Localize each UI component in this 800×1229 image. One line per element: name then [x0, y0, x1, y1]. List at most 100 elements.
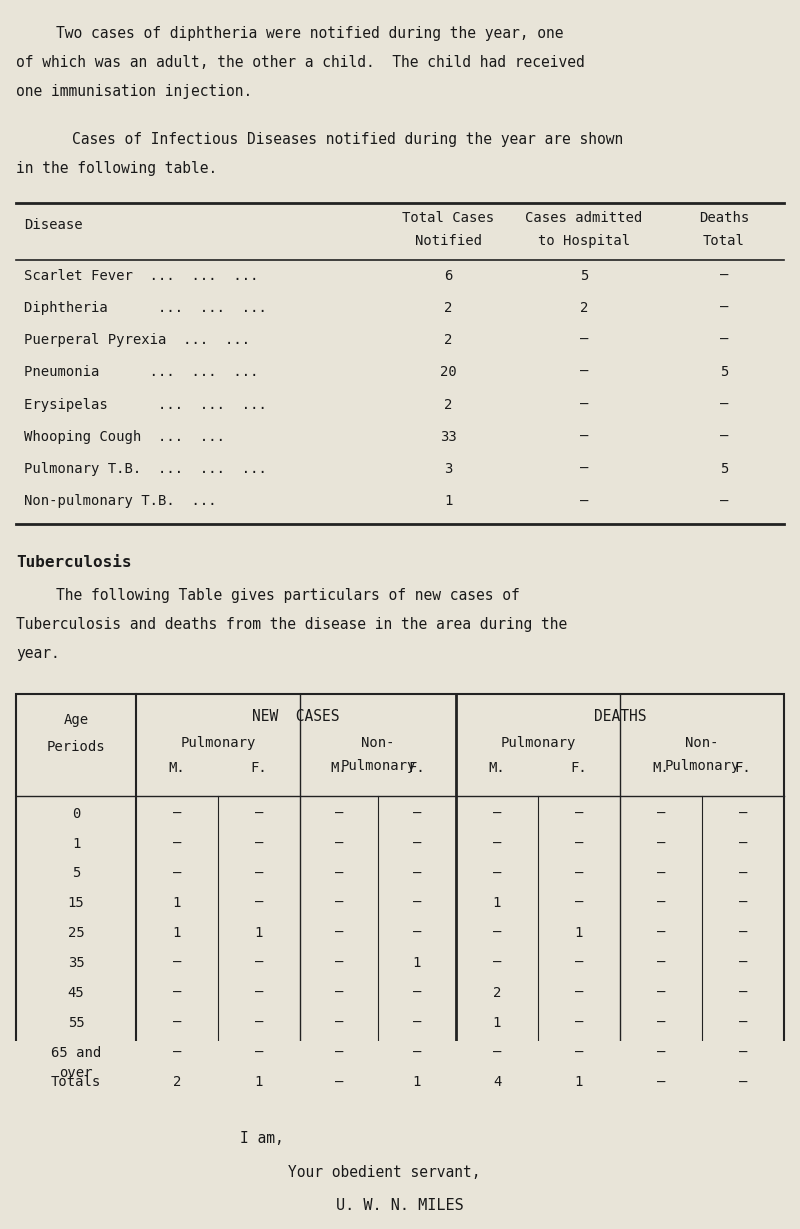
Text: Total Cases: Total Cases	[402, 211, 494, 225]
Text: —: —	[413, 866, 421, 880]
Text: Pulmonary T.B.  ...  ...  ...: Pulmonary T.B. ... ... ...	[24, 462, 267, 476]
Text: —: —	[580, 430, 588, 444]
Text: —: —	[173, 866, 181, 880]
Text: —: —	[255, 837, 263, 850]
Text: 2: 2	[580, 301, 588, 315]
Text: —: —	[173, 956, 181, 970]
Text: 4: 4	[493, 1075, 501, 1089]
Text: Tuberculosis and deaths from the disease in the area during the: Tuberculosis and deaths from the disease…	[16, 617, 567, 632]
Text: 5: 5	[720, 365, 728, 380]
Text: 35: 35	[68, 956, 84, 970]
Text: Scarlet Fever  ...  ...  ...: Scarlet Fever ... ... ...	[24, 268, 258, 283]
Text: —: —	[173, 1015, 181, 1030]
Text: in the following table.: in the following table.	[16, 161, 218, 176]
Text: 1: 1	[72, 837, 80, 850]
Text: —: —	[575, 1015, 583, 1030]
Text: 1: 1	[255, 1075, 263, 1089]
Text: Diphtheria      ...  ...  ...: Diphtheria ... ... ...	[24, 301, 267, 315]
Text: 45: 45	[68, 986, 84, 1000]
Text: of which was an adult, the other a child.  The child had received: of which was an adult, the other a child…	[16, 55, 585, 70]
Text: —: —	[657, 1015, 665, 1030]
Text: Two cases of diphtheria were notified during the year, one: Two cases of diphtheria were notified du…	[56, 26, 563, 41]
Text: 5: 5	[580, 268, 588, 283]
Text: Pneumonia      ...  ...  ...: Pneumonia ... ... ...	[24, 365, 258, 380]
Text: —: —	[739, 866, 747, 880]
Text: Total: Total	[703, 235, 745, 248]
Text: 3: 3	[444, 462, 452, 476]
Text: —: —	[335, 956, 343, 970]
Text: —: —	[255, 986, 263, 1000]
Text: 65 and: 65 and	[51, 1046, 101, 1059]
Text: 5: 5	[720, 462, 728, 476]
Text: —: —	[720, 398, 728, 412]
Text: —: —	[335, 837, 343, 850]
Text: 1: 1	[413, 956, 421, 970]
Text: Disease: Disease	[24, 218, 82, 231]
Text: 2: 2	[444, 333, 452, 347]
Text: —: —	[575, 1046, 583, 1059]
Text: —: —	[580, 462, 588, 476]
Text: —: —	[413, 806, 421, 821]
Text: F.: F.	[570, 761, 587, 774]
Text: 1: 1	[575, 927, 583, 940]
Text: —: —	[580, 365, 588, 380]
Text: 1: 1	[493, 1015, 501, 1030]
Text: 1: 1	[444, 494, 452, 509]
Text: —: —	[335, 1015, 343, 1030]
Text: over: over	[59, 1067, 93, 1080]
Text: —: —	[575, 806, 583, 821]
Text: 1: 1	[255, 927, 263, 940]
Text: —: —	[255, 956, 263, 970]
Text: Age: Age	[63, 713, 89, 728]
Text: 2: 2	[444, 398, 452, 412]
Text: —: —	[720, 494, 728, 509]
Text: —: —	[575, 986, 583, 1000]
Text: —: —	[413, 927, 421, 940]
Text: —: —	[575, 837, 583, 850]
Text: M.: M.	[330, 761, 347, 774]
Text: —: —	[335, 866, 343, 880]
Text: —: —	[173, 806, 181, 821]
Text: M.: M.	[653, 761, 670, 774]
Text: NEW  CASES: NEW CASES	[252, 709, 340, 724]
Text: 5: 5	[72, 866, 80, 880]
Text: —: —	[739, 1046, 747, 1059]
Text: Non-pulmonary T.B.  ...: Non-pulmonary T.B. ...	[24, 494, 217, 509]
Text: —: —	[575, 956, 583, 970]
Text: —: —	[335, 896, 343, 911]
Text: DEATHS: DEATHS	[594, 709, 646, 724]
Text: —: —	[739, 837, 747, 850]
Text: 6: 6	[444, 268, 452, 283]
Text: —: —	[580, 333, 588, 347]
Text: —: —	[657, 806, 665, 821]
Bar	[16, 694, 784, 1100]
Text: 2: 2	[493, 986, 501, 1000]
Text: M.: M.	[169, 761, 186, 774]
Text: —: —	[739, 956, 747, 970]
Text: Whooping Cough  ...  ...: Whooping Cough ... ...	[24, 430, 225, 444]
Text: 33: 33	[440, 430, 456, 444]
Text: —: —	[720, 430, 728, 444]
Text: —: —	[657, 1046, 665, 1059]
Text: Your obedient servant,: Your obedient servant,	[288, 1165, 481, 1180]
Text: —: —	[720, 268, 728, 283]
Text: 1: 1	[413, 1075, 421, 1089]
Text: —: —	[255, 896, 263, 911]
Text: —: —	[657, 1075, 665, 1089]
Text: —: —	[255, 806, 263, 821]
Text: —: —	[413, 986, 421, 1000]
Text: —: —	[493, 837, 501, 850]
Text: —: —	[413, 1015, 421, 1030]
Text: 25: 25	[68, 927, 84, 940]
Text: —: —	[739, 986, 747, 1000]
Text: 15: 15	[68, 896, 84, 911]
Text: 20: 20	[440, 365, 456, 380]
Text: —: —	[173, 986, 181, 1000]
Text: —: —	[657, 927, 665, 940]
Text: Cases admitted: Cases admitted	[526, 211, 642, 225]
Text: Pulmonary: Pulmonary	[664, 758, 740, 773]
Text: Notified: Notified	[414, 235, 482, 248]
Text: —: —	[739, 1075, 747, 1089]
Text: to Hospital: to Hospital	[538, 235, 630, 248]
Text: Pulmonary: Pulmonary	[500, 736, 576, 750]
